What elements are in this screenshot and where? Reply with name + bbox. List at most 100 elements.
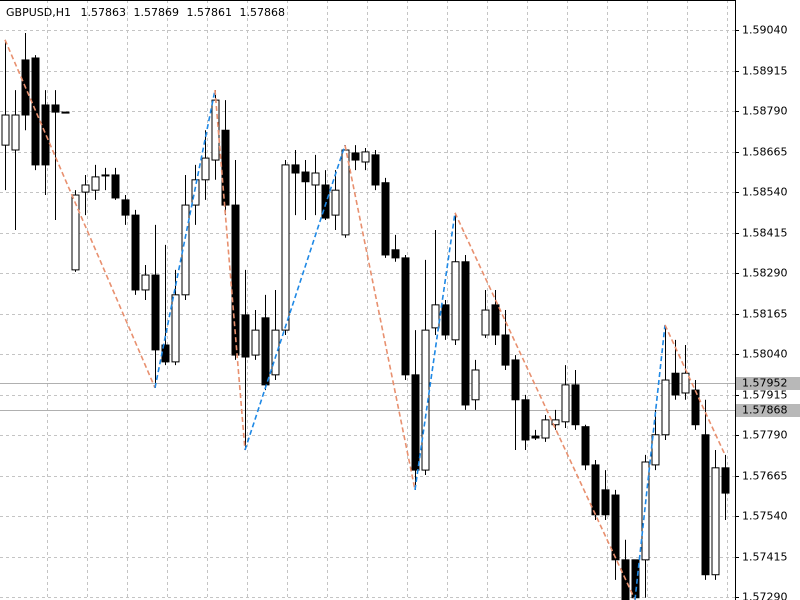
y-tick-label: 1.57915 — [742, 389, 788, 402]
candle-body — [351, 152, 360, 161]
price-label-box — [736, 377, 800, 390]
y-tick-label: 1.57290 — [742, 591, 788, 600]
candle-body — [361, 151, 370, 163]
y-tick-label: 1.58790 — [742, 105, 788, 118]
zigzag-leg — [214, 89, 246, 451]
candle-body — [691, 389, 700, 426]
zigzag-leg — [244, 144, 346, 451]
candle-body — [401, 257, 410, 376]
candle-body — [491, 304, 500, 336]
y-tick-label: 1.57790 — [742, 429, 788, 442]
symbol-title: GBPUSD,H1 — [6, 6, 71, 19]
y-tick-label: 1.58540 — [742, 186, 788, 199]
candle-body — [41, 104, 50, 166]
candle-body — [61, 111, 70, 114]
candle-body — [471, 369, 480, 401]
candle-body — [131, 214, 140, 291]
candle-body — [291, 164, 300, 174]
candle-body — [261, 317, 270, 386]
y-tick-label: 1.58665 — [742, 146, 788, 159]
y-tick-label: 1.59040 — [742, 24, 788, 37]
candle-body — [31, 57, 40, 166]
zigzag-leg — [4, 39, 156, 389]
y-tick-label: 1.58040 — [742, 348, 788, 361]
candle-body — [441, 304, 450, 336]
candle-body — [561, 384, 570, 423]
candle-body — [531, 435, 540, 439]
candle-body — [331, 189, 340, 216]
candle-body — [171, 294, 180, 363]
y-tick-label: 1.58915 — [742, 65, 788, 78]
candle-body — [371, 154, 380, 186]
zigzag-leg — [454, 212, 636, 600]
y-tick-label: 1.57415 — [742, 551, 788, 564]
y-tick-label: 1.58165 — [742, 308, 788, 321]
candle-body — [1, 114, 10, 146]
candle-body — [101, 174, 110, 177]
candle-body — [251, 329, 260, 356]
candle-body — [551, 419, 560, 426]
candle-body — [541, 419, 550, 439]
candle-body — [571, 384, 580, 426]
candle-body — [321, 184, 330, 219]
y-tick-label: 1.57540 — [742, 510, 788, 523]
candle-body — [241, 314, 250, 358]
zigzag-leg — [634, 324, 666, 600]
candle-body — [711, 467, 720, 576]
candle-body — [221, 129, 230, 206]
candle-body — [661, 379, 670, 436]
candle-body — [581, 426, 590, 466]
candle-body — [421, 329, 430, 471]
price-axis: 1.59040 1.58915 1.58790 1.58665 1.58540 1.584… — [735, 24, 800, 600]
y-tick-label: 1.58290 — [742, 267, 788, 280]
candle-body — [601, 489, 610, 516]
candle-body — [671, 372, 680, 396]
candle-body — [511, 359, 520, 401]
candle-body — [461, 261, 470, 406]
candle-body — [591, 464, 600, 516]
last-high: 1.57869 — [133, 6, 179, 19]
candle-body — [51, 104, 60, 113]
zigzag-leg — [344, 144, 416, 491]
candle-body — [311, 172, 320, 186]
candle-body — [701, 434, 710, 576]
candle-body — [231, 204, 240, 356]
candle-body — [481, 309, 490, 336]
candle-body — [81, 184, 90, 193]
candle-body — [271, 329, 280, 376]
candle-body — [151, 274, 160, 351]
candle-body — [451, 261, 460, 341]
candle-body — [651, 434, 660, 466]
candle-body — [391, 249, 400, 259]
last-open: 1.57863 — [80, 6, 126, 19]
grid — [0, 0, 735, 600]
candle-body — [721, 467, 730, 494]
candle-body — [111, 174, 120, 199]
candle-body — [141, 274, 150, 291]
y-tick-label: 1.57665 — [742, 470, 788, 483]
candle-body — [301, 171, 310, 183]
y-tick-label: 1.58415 — [742, 227, 788, 240]
candle-body — [121, 199, 130, 216]
price-label: 1.57868 — [742, 404, 788, 417]
last-close: 1.57868 — [239, 6, 285, 19]
zigzag-leg — [154, 89, 216, 388]
candle-body — [611, 494, 620, 561]
price-label: 1.57952 — [742, 377, 788, 390]
zigzag-leg — [414, 212, 456, 490]
candle-body — [281, 164, 290, 331]
last-low: 1.57861 — [186, 6, 232, 19]
candle-body — [191, 179, 200, 206]
candle-body — [11, 114, 20, 151]
chart-header: GBPUSD,H1 1.57863 1.57869 1.57861 1.5786… — [6, 6, 285, 19]
candle-body — [501, 334, 510, 366]
candle-body — [381, 182, 390, 256]
price-label-box — [736, 404, 800, 417]
candle-body — [411, 374, 420, 471]
candle-body — [431, 304, 440, 329]
candle-body — [91, 176, 100, 191]
marks — [1, 33, 730, 600]
